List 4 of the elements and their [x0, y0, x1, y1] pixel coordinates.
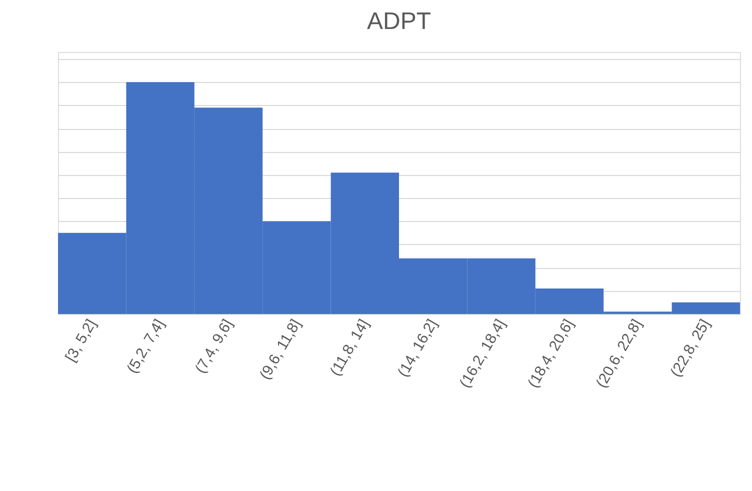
x-tick-label: (7,4, 9,6]: [192, 316, 236, 376]
x-tick-label: (5,2, 7,4]: [124, 316, 168, 376]
x-tick-label: [3, 5,2]: [62, 316, 100, 365]
chart-title: ADPT: [366, 8, 432, 35]
